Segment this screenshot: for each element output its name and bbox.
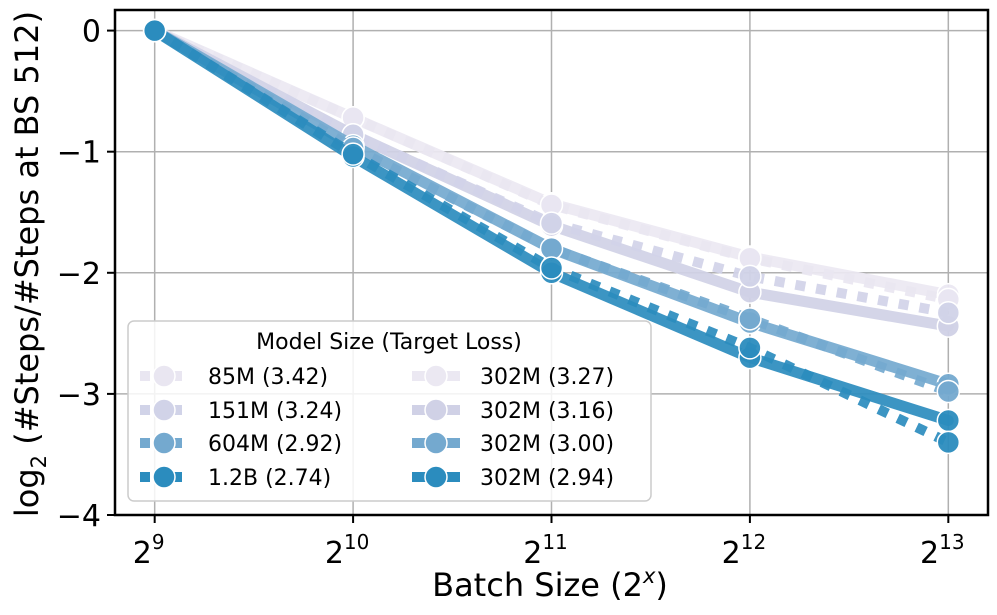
x-tick-label: 212	[722, 530, 767, 571]
legend-item: 302M (3.00)	[412, 431, 614, 457]
legend-box	[127, 320, 652, 502]
series-group	[142, 18, 961, 455]
x-axis-label: Batch Size (2x)	[432, 564, 668, 604]
legend-item: 1.2B (2.74)	[140, 465, 331, 491]
data-point	[738, 336, 762, 360]
legend-item: 302M (2.94)	[412, 465, 614, 491]
legend-label: 302M (3.27)	[480, 365, 614, 390]
data-point	[539, 256, 564, 280]
legend-label: 302M (2.94)	[480, 466, 614, 491]
legend-item: 302M (3.27)	[412, 364, 614, 390]
legend-item: 151M (3.24)	[140, 398, 342, 424]
legend-label: 1.2B (2.74)	[208, 466, 331, 491]
legend-label: 604M (2.92)	[208, 432, 342, 457]
legend-swatch-marker	[424, 398, 448, 422]
y-axis-label: log2 (#Steps/#Steps at BS 512)	[8, 11, 51, 517]
legend-label: 151M (3.24)	[208, 399, 342, 424]
legend-label: 302M (3.16)	[480, 399, 614, 424]
data-point	[936, 408, 961, 433]
legend-swatch-marker	[424, 465, 448, 489]
legend-label: 302M (3.00)	[480, 432, 614, 457]
y-tick-label: −4	[57, 499, 101, 534]
series-dotted	[142, 18, 961, 455]
legend-swatch-marker	[152, 398, 176, 422]
legend-items: 85M (3.42) 151M (3.24) 604M (2.92) 1.2B (2.…	[140, 364, 614, 491]
y-tick-label: −3	[57, 378, 101, 413]
legend-title: Model Size (Target Loss)	[256, 330, 522, 355]
x-tick-label: 210	[325, 530, 370, 571]
legend-label: 85M (3.42)	[208, 365, 328, 390]
legend: Model Size (Target Loss) 85M (3.42) 151M …	[127, 320, 652, 502]
data-point	[936, 379, 961, 404]
data-point	[539, 211, 564, 235]
legend-item: 302M (3.16)	[412, 398, 614, 424]
data-point	[936, 301, 961, 325]
x-tick-label: 213	[920, 530, 965, 571]
legend-swatch-marker	[424, 431, 448, 455]
data-point	[936, 430, 961, 455]
legend-swatch-marker	[424, 364, 448, 388]
data-point	[142, 18, 167, 43]
data-point	[341, 142, 365, 166]
legend-item: 85M (3.42)	[140, 364, 328, 390]
y-tick-label: 0	[82, 15, 101, 50]
y-tick-label: −2	[57, 257, 101, 292]
legend-swatch-marker	[152, 364, 176, 388]
ticks: 29 210 211 212 213 0 −1 −2 −3 −4	[57, 15, 965, 571]
x-tick-label: 29	[133, 530, 165, 571]
x-tick-label: 211	[523, 530, 568, 571]
legend-item: 604M (2.92)	[140, 431, 342, 457]
legend-swatch-marker	[152, 465, 176, 489]
data-point	[738, 307, 762, 331]
legend-swatch-marker	[152, 431, 176, 455]
data-point	[738, 264, 762, 289]
y-tick-label: −1	[57, 136, 101, 171]
